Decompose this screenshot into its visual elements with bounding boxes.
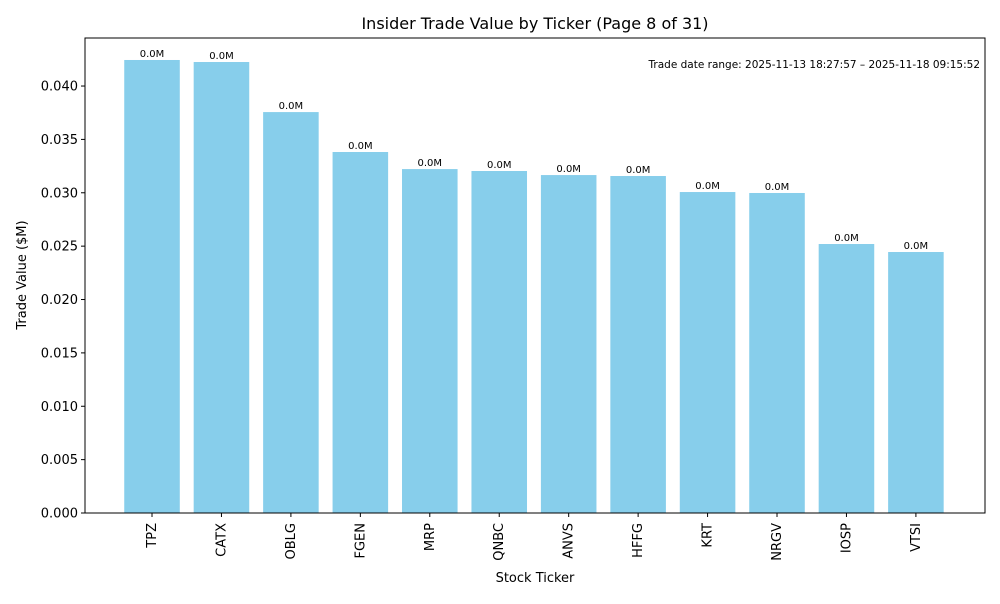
x-tick-label: IOSP: [839, 523, 854, 553]
x-tick-label: MRP: [423, 523, 438, 551]
data-label: 0.0M: [834, 233, 859, 244]
y-tick-label: 0.040: [41, 80, 78, 95]
bar-vtsi: [888, 252, 944, 514]
bar-oblg: [263, 112, 319, 514]
x-axis-label: Stock Ticker: [496, 571, 575, 586]
data-label: 0.0M: [556, 164, 581, 175]
data-label: 0.0M: [904, 241, 929, 252]
x-tick-label: TPZ: [145, 523, 160, 549]
bar-anvs: [540, 175, 597, 513]
bar-catx: [193, 62, 250, 514]
x-tick-label: CATX: [214, 523, 229, 557]
y-tick-label: 0.025: [41, 240, 78, 255]
bar-nrgv: [749, 192, 805, 513]
x-tick-label: KRT: [701, 523, 716, 548]
bar-tpz: [124, 59, 180, 513]
data-label: 0.0M: [626, 165, 651, 176]
y-tick-label: 0.010: [41, 400, 78, 415]
data-label: 0.0M: [418, 158, 443, 169]
data-label: 0.0M: [279, 101, 304, 112]
bar-krt: [679, 192, 736, 514]
x-tick-label: FGEN: [353, 523, 368, 559]
y-tick-label: 0.000: [41, 507, 78, 522]
x-tick-label: NRGV: [770, 523, 785, 561]
data-label: 0.0M: [695, 181, 720, 192]
bar-qnbc: [471, 171, 528, 513]
y-tick-label: 0.030: [41, 186, 78, 201]
data-label: 0.0M: [765, 182, 790, 193]
data-label: 0.0M: [487, 160, 512, 171]
y-axis-label: Trade Value ($M): [15, 220, 30, 330]
y-tick-label: 0.020: [41, 293, 78, 308]
bar-iosp: [818, 244, 875, 513]
chart-title: Insider Trade Value by Ticker (Page 8 of…: [361, 14, 708, 33]
bar-hffg: [610, 176, 666, 514]
y-tick-label: 0.005: [41, 453, 78, 468]
data-label: 0.0M: [209, 51, 234, 62]
plot-frame: [84, 37, 986, 514]
x-tick-label: HFFG: [631, 523, 646, 558]
data-label: 0.0M: [140, 49, 165, 60]
x-tick-label: OBLG: [284, 523, 299, 559]
x-tick-label: VTSI: [909, 523, 924, 552]
x-tick-label: QNBC: [492, 523, 507, 561]
x-tick-label: ANVS: [562, 523, 577, 559]
y-tick-label: 0.015: [41, 346, 78, 361]
bar-mrp: [402, 169, 458, 513]
y-tick-label: 0.035: [41, 133, 78, 148]
data-label: 0.0M: [348, 141, 373, 152]
bar-fgen: [332, 152, 389, 513]
date-range-annotation: Trade date range: 2025-11-13 18:27:57 – …: [648, 59, 980, 71]
